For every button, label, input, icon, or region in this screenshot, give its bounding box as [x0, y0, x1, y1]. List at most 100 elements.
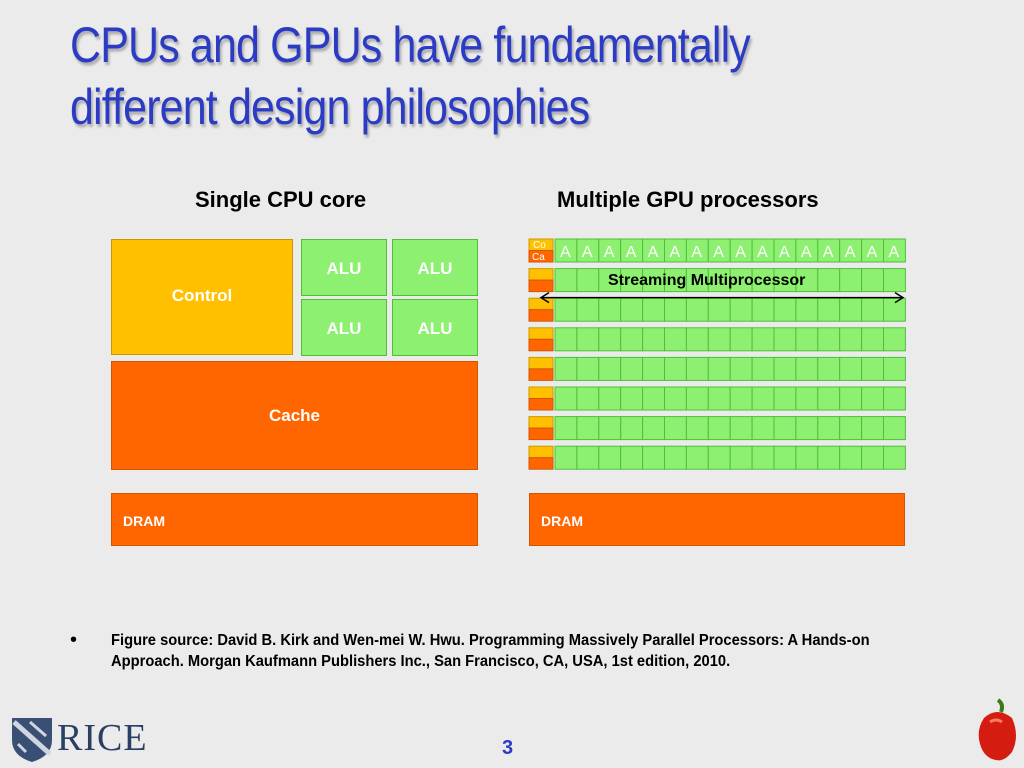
gpu-alu-label: A [845, 244, 856, 261]
gpu-alu-cell [664, 445, 687, 470]
gpu-cache-label: Ca [532, 252, 545, 263]
gpu-alu-cell [883, 297, 906, 322]
gpu-alu-cell [839, 297, 863, 322]
cpu-dram-block: DRAM [111, 493, 478, 546]
gpu-alu-cell [729, 356, 753, 381]
gpu-alu-cell [861, 386, 885, 411]
gpu-cache-cell [528, 250, 554, 263]
gpu-alu-cell [664, 297, 687, 322]
gpu-alu-cell [554, 445, 578, 470]
slide-title: CPUs and GPUs have fundamentally differe… [70, 17, 751, 135]
gpu-alu-cell [664, 327, 687, 352]
gpu-alu-cell [839, 445, 863, 470]
gpu-alu-cell [685, 386, 709, 411]
gpu-alu-cell [729, 327, 753, 352]
gpu-alu-cell [817, 268, 841, 293]
gpu-alu-cell [620, 356, 644, 381]
gpu-alu-cell [707, 297, 731, 322]
gpu-dram-block: DRAM [529, 493, 905, 546]
gpu-cache-cell [528, 309, 554, 322]
gpu-cache-cell [528, 457, 554, 470]
gpu-alu-cell [685, 327, 709, 352]
gpu-alu-cell [576, 297, 600, 322]
gpu-alu-cell [751, 356, 775, 381]
page-number: 3 [502, 737, 514, 759]
gpu-alu-cell [598, 297, 622, 322]
rice-shield-icon [12, 718, 52, 762]
gpu-alu-cell [839, 386, 863, 411]
gpu-cache-cell [528, 338, 554, 352]
gpu-alu-cell [554, 268, 578, 293]
gpu-alu-cell [642, 416, 665, 441]
gpu-alu-cell [861, 416, 885, 441]
gpu-cache-cell [528, 427, 554, 441]
gpu-alu-cell [817, 386, 841, 411]
gpu-alu-cell [795, 297, 819, 322]
gpu-alu-label: A [823, 244, 834, 261]
gpu-alu-cell [773, 416, 797, 441]
gpu-alu-cell [620, 416, 644, 441]
gpu-alu-cell [795, 356, 819, 381]
gpu-alu-label: A [801, 244, 812, 261]
figure-source-text: Figure source: David B. Kirk and Wen-mei… [111, 632, 870, 670]
gpu-alu-cell [554, 356, 578, 381]
gpu-alu-label: A [691, 244, 702, 261]
gpu-alu-label: A [648, 244, 659, 261]
gpu-alu-cell [598, 327, 622, 352]
gpu-alu-label: A [889, 244, 900, 261]
gpu-cache-cell [528, 398, 554, 411]
gpu-alu-cell [795, 327, 819, 352]
gpu-alu-label: A [713, 244, 724, 261]
gpu-alu-cell [839, 327, 863, 352]
gpu-alu-cell [729, 445, 753, 470]
gpu-control-label: Co [533, 240, 546, 251]
cpu-control-block: Control [111, 239, 293, 355]
gpu-alu-cell [751, 416, 775, 441]
gpu-control-cell [528, 268, 554, 281]
gpu-alu-cell [839, 356, 863, 381]
arrow-head-icon [539, 291, 550, 304]
gpu-alu-cell [598, 386, 622, 411]
cpu-alu-block: ALU [301, 299, 387, 356]
gpu-alu-cell [729, 416, 753, 441]
gpu-alu-label: A [867, 244, 878, 261]
gpu-alu-cell [861, 356, 885, 381]
gpu-control-cell [528, 386, 554, 399]
gpu-alu-label: A [735, 244, 746, 261]
gpu-alu-cell [883, 268, 906, 293]
gpu-alu-cell [598, 416, 622, 441]
cpu-heading: Single CPU core [195, 187, 367, 212]
gpu-alu-cell [795, 386, 819, 411]
gpu-alu-cell [751, 297, 775, 322]
gpu-alu-cell [861, 268, 885, 293]
gpu-alu-cell [773, 297, 797, 322]
gpu-alu-cell [620, 386, 644, 411]
gpu-alu-cell [883, 386, 906, 411]
gpu-alu-cell [554, 386, 578, 411]
streaming-multiprocessor-label: Streaming Multiprocessor [608, 272, 806, 289]
gpu-alu-cell [664, 356, 687, 381]
gpu-alu-label: A [626, 244, 637, 261]
gpu-alu-cell [839, 416, 863, 441]
gpu-alu-cell [554, 327, 578, 352]
gpu-alu-cell [707, 445, 731, 470]
gpu-alu-label: A [670, 244, 681, 261]
bullet-marker: • [70, 629, 78, 651]
arrow-head-icon [894, 291, 905, 304]
gpu-alu-cell [861, 297, 885, 322]
gpu-alu-cell [883, 356, 906, 381]
gpu-alu-cell [598, 356, 622, 381]
gpu-alu-label: A [757, 244, 768, 261]
gpu-alu-cell [620, 297, 644, 322]
gpu-alu-cell [751, 327, 775, 352]
gpu-alu-cell [642, 386, 665, 411]
gpu-alu-cell [707, 416, 731, 441]
gpu-alu-label: A [604, 244, 615, 261]
gpu-alu-cell [773, 356, 797, 381]
cpu-alu-block: ALU [392, 239, 478, 296]
gpu-alu-cell [773, 386, 797, 411]
gpu-alu-cell [576, 356, 600, 381]
gpu-alu-cell [664, 386, 687, 411]
cpu-cache-block: Cache [111, 361, 478, 470]
gpu-control-cell [528, 416, 554, 429]
